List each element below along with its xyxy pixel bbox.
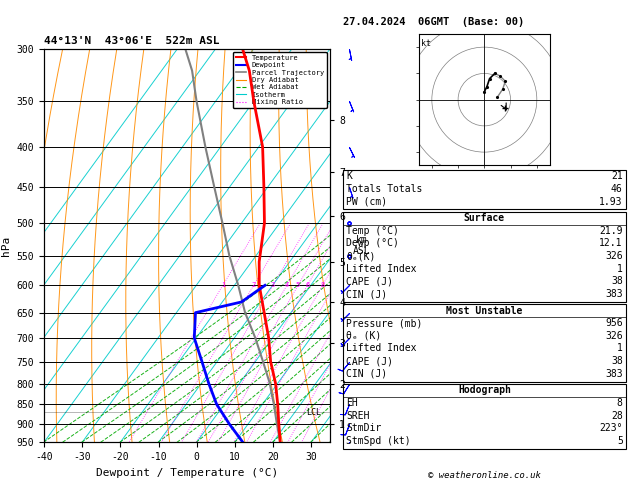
Text: 27.04.2024  06GMT  (Base: 00): 27.04.2024 06GMT (Base: 00) [343,17,524,27]
Text: © weatheronline.co.uk: © weatheronline.co.uk [428,471,541,480]
Text: 4: 4 [285,282,289,288]
Y-axis label: hPa: hPa [1,235,11,256]
Text: K: K [346,172,352,181]
Y-axis label: km
ASL: km ASL [353,235,370,256]
Text: 21: 21 [611,172,623,181]
Text: kt: kt [421,39,431,48]
Text: 1: 1 [221,282,225,288]
Text: 223°: 223° [599,423,623,433]
Text: StmDir: StmDir [346,423,381,433]
Text: 8: 8 [320,282,325,288]
Text: LCL: LCL [306,408,321,417]
Text: 5: 5 [617,436,623,446]
Text: CAPE (J): CAPE (J) [346,356,393,366]
Text: 44°13'N  43°06'E  522m ASL: 44°13'N 43°06'E 522m ASL [44,36,220,47]
Text: 326: 326 [605,251,623,261]
Text: 6: 6 [305,282,309,288]
Text: 38: 38 [611,277,623,286]
Text: 46: 46 [611,184,623,194]
Text: 956: 956 [605,318,623,328]
Text: Totals Totals: Totals Totals [346,184,422,194]
Text: θₑ(K): θₑ(K) [346,251,376,261]
Text: SREH: SREH [346,411,369,420]
Text: Temp (°C): Temp (°C) [346,226,399,236]
Text: 2: 2 [252,282,256,288]
Text: θₑ (K): θₑ (K) [346,331,381,341]
Text: StmSpd (kt): StmSpd (kt) [346,436,411,446]
X-axis label: Dewpoint / Temperature (°C): Dewpoint / Temperature (°C) [96,468,278,478]
Text: Surface: Surface [464,213,505,223]
Text: 28: 28 [611,411,623,420]
Text: 1: 1 [617,344,623,353]
Text: Pressure (mb): Pressure (mb) [346,318,422,328]
Text: CIN (J): CIN (J) [346,369,387,379]
Text: 12.1: 12.1 [599,239,623,248]
Text: 326: 326 [605,331,623,341]
Text: Lifted Index: Lifted Index [346,264,416,274]
Text: 383: 383 [605,289,623,299]
Text: 383: 383 [605,369,623,379]
Text: Hodograph: Hodograph [458,385,511,395]
Text: Most Unstable: Most Unstable [446,306,523,315]
Text: CIN (J): CIN (J) [346,289,387,299]
Text: 21.9: 21.9 [599,226,623,236]
Text: 1: 1 [617,264,623,274]
Text: Dewp (°C): Dewp (°C) [346,239,399,248]
Text: PW (cm): PW (cm) [346,197,387,207]
Text: 38: 38 [611,356,623,366]
Text: CAPE (J): CAPE (J) [346,277,393,286]
Text: 8: 8 [617,398,623,408]
Legend: Temperature, Dewpoint, Parcel Trajectory, Dry Adiabat, Wet Adiabat, Isotherm, Mi: Temperature, Dewpoint, Parcel Trajectory… [233,52,326,108]
Text: Lifted Index: Lifted Index [346,344,416,353]
Text: 5: 5 [296,282,300,288]
Text: 1.93: 1.93 [599,197,623,207]
Text: 3: 3 [270,282,275,288]
Text: EH: EH [346,398,358,408]
